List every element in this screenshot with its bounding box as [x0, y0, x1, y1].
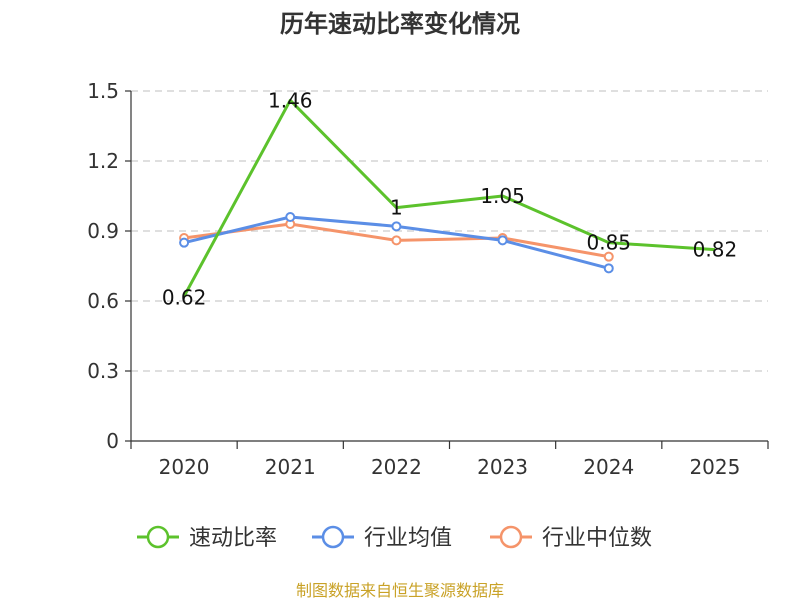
source-note: 制图数据来自恒生聚源数据库 [296, 581, 504, 600]
data-label: 0.85 [586, 231, 631, 255]
data-label: 1 [390, 196, 403, 220]
legend-label: 行业中位数 [542, 526, 652, 551]
y-tick-label: 0.6 [87, 289, 119, 313]
legend-label: 行业均值 [364, 526, 452, 551]
legend-item[interactable]: 速动比率 [137, 525, 277, 551]
y-tick-label: 1.5 [87, 79, 119, 103]
data-point [179, 237, 190, 248]
legend[interactable]: 速动比率 行业均值 行业中位数 [137, 525, 652, 551]
axes: 0 0.3 0.6 0.9 1.2 1.5 2020 2021 2022 2023 2024 2025 [87, 79, 769, 479]
chart-title: 历年速动比率变化情况 [280, 10, 520, 38]
legend-marker [499, 525, 523, 549]
y-tick-label: 0 [106, 429, 119, 453]
y-tick-label: 1.2 [87, 149, 119, 173]
data-label: 1.05 [480, 184, 525, 208]
data-point [391, 235, 402, 246]
y-tick-label: 0.9 [87, 219, 119, 243]
legend-marker [321, 525, 345, 549]
data-point [497, 235, 508, 246]
series-layer [179, 98, 716, 298]
x-tick-label: 2024 [583, 455, 634, 479]
x-tick-label: 2025 [689, 455, 740, 479]
data-label: 0.82 [693, 238, 738, 262]
series-line [182, 98, 716, 298]
data-point [603, 263, 614, 274]
x-tick-label: 2022 [371, 455, 422, 479]
data-point [285, 212, 296, 222]
gridlines [131, 90, 768, 372]
legend-marker [146, 525, 170, 549]
data-point [391, 221, 402, 232]
legend-item[interactable]: 行业均值 [312, 525, 452, 551]
data-label: 0.62 [162, 285, 207, 309]
data-point [603, 251, 614, 262]
data-label: 1.46 [268, 88, 313, 112]
data-labels: 0.62 1.46 1 1.05 0.85 0.82 [162, 88, 737, 309]
legend-item[interactable]: 行业中位数 [490, 525, 652, 551]
y-tick-label: 0.3 [87, 359, 119, 383]
x-tick-label: 2020 [159, 455, 210, 479]
x-tick-label: 2021 [265, 455, 316, 479]
x-tick-label: 2023 [477, 455, 528, 479]
legend-label: 速动比率 [189, 526, 277, 551]
